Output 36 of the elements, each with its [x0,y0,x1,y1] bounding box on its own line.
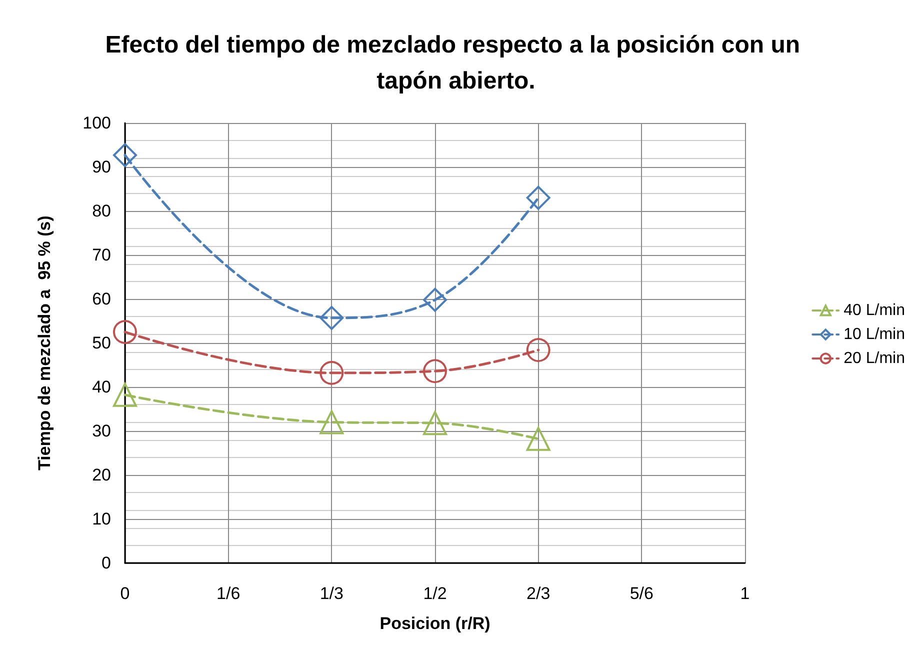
x-tick-label: 5/6 [630,584,654,603]
point [320,360,344,385]
y-tick-label: 50 [92,334,111,352]
x-tick-label: 1/6 [216,584,240,603]
y-tick-label: 60 [92,290,111,308]
point [423,288,447,312]
y-tick-label: 0 [102,554,111,572]
y-tick-label: 30 [92,422,111,440]
x-tick-label: 0 [120,584,130,603]
chart-title: Efecto del tiempo de mezclado respecto a la posición con un tapón abierto. [105,32,807,94]
y-tick-label: 90 [92,158,111,176]
legend-label: 10 L/min [844,326,906,343]
y-tick-label: 10 [92,510,111,528]
x-axis-title: Posicion (r/R) [380,614,490,633]
y-tick-label: 100 [82,114,111,132]
point [423,359,447,384]
x-tick-label: 1/2 [423,584,447,603]
point [526,186,550,210]
y-tick-label: 70 [92,246,111,264]
point [113,382,137,407]
x-tick-label: 2/3 [526,584,550,603]
point [423,411,447,436]
x-tick-label: 1 [740,584,750,603]
y-axis-title: Tiempo de mezclado a 95 % (s) [35,216,54,470]
point [526,426,550,451]
point [526,338,550,362]
point [113,143,137,168]
point [113,320,137,344]
point [320,410,344,434]
x-tick-label: 1/3 [320,584,344,603]
y-tick-label: 40 [92,378,111,396]
y-tick-label: 20 [92,466,111,484]
legend-label: 40 L/min [844,302,906,319]
legend-label: 20 L/min [844,350,906,367]
y-tick-label: 80 [92,202,111,220]
point [320,306,344,330]
